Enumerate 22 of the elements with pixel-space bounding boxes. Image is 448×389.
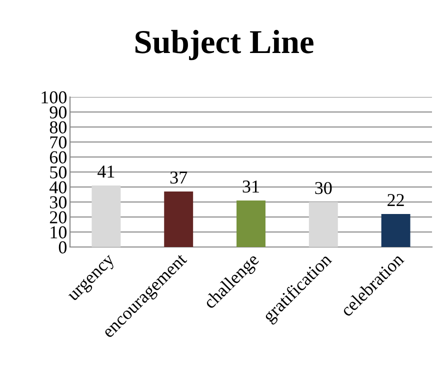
bar bbox=[308, 202, 338, 247]
y-tick-label: 30 bbox=[50, 196, 67, 208]
chart-title: Subject Line bbox=[135, 30, 314, 60]
y-tick-label: 100 bbox=[42, 91, 67, 104]
data-label: 31 bbox=[242, 180, 259, 193]
data-label: 22 bbox=[388, 194, 404, 206]
y-tick-label: 60 bbox=[50, 151, 67, 164]
y-tick-label: 40 bbox=[50, 181, 67, 194]
bar bbox=[92, 186, 121, 247]
data-label: 37 bbox=[170, 172, 188, 184]
y-tick-label: 10 bbox=[50, 226, 67, 238]
bar bbox=[164, 192, 194, 247]
y-tick-label: 20 bbox=[50, 211, 67, 224]
bar bbox=[236, 200, 266, 247]
y-tick-label: 90 bbox=[50, 106, 67, 118]
y-tick-label: 70 bbox=[50, 136, 67, 148]
bar bbox=[381, 214, 410, 247]
y-tick-label: 50 bbox=[50, 166, 67, 178]
y-tick-label: 80 bbox=[50, 121, 67, 134]
data-label: 30 bbox=[315, 182, 332, 194]
data-label: 41 bbox=[98, 166, 114, 178]
y-tick-label: 0 bbox=[58, 241, 67, 254]
